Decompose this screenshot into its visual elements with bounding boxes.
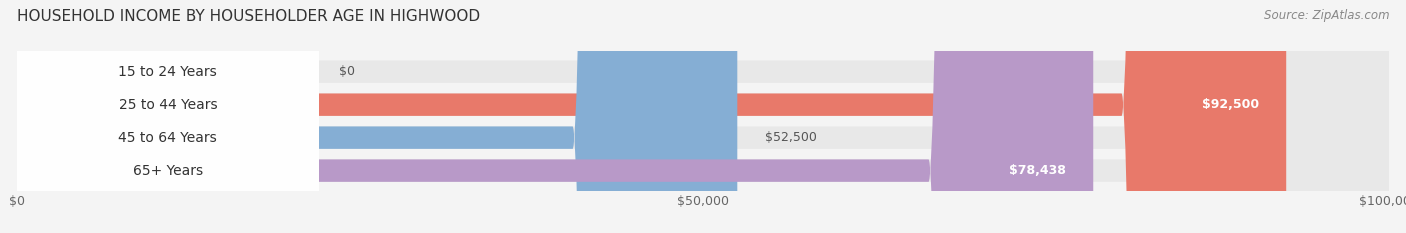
FancyBboxPatch shape: [17, 0, 319, 233]
FancyBboxPatch shape: [17, 0, 319, 233]
Text: $78,438: $78,438: [1010, 164, 1066, 177]
Text: $92,500: $92,500: [1202, 98, 1258, 111]
FancyBboxPatch shape: [17, 0, 737, 233]
Text: 25 to 44 Years: 25 to 44 Years: [118, 98, 217, 112]
Text: $52,500: $52,500: [765, 131, 817, 144]
Text: Source: ZipAtlas.com: Source: ZipAtlas.com: [1264, 9, 1389, 22]
Text: HOUSEHOLD INCOME BY HOUSEHOLDER AGE IN HIGHWOOD: HOUSEHOLD INCOME BY HOUSEHOLDER AGE IN H…: [17, 9, 479, 24]
FancyBboxPatch shape: [17, 0, 1389, 233]
FancyBboxPatch shape: [17, 0, 1389, 233]
FancyBboxPatch shape: [17, 0, 1286, 233]
FancyBboxPatch shape: [17, 0, 1389, 233]
Text: 45 to 64 Years: 45 to 64 Years: [118, 131, 217, 145]
Text: $0: $0: [339, 65, 356, 78]
Text: 65+ Years: 65+ Years: [132, 164, 202, 178]
Text: 15 to 24 Years: 15 to 24 Years: [118, 65, 217, 79]
FancyBboxPatch shape: [17, 0, 1094, 233]
FancyBboxPatch shape: [17, 0, 319, 233]
FancyBboxPatch shape: [17, 0, 319, 233]
FancyBboxPatch shape: [17, 0, 1389, 233]
